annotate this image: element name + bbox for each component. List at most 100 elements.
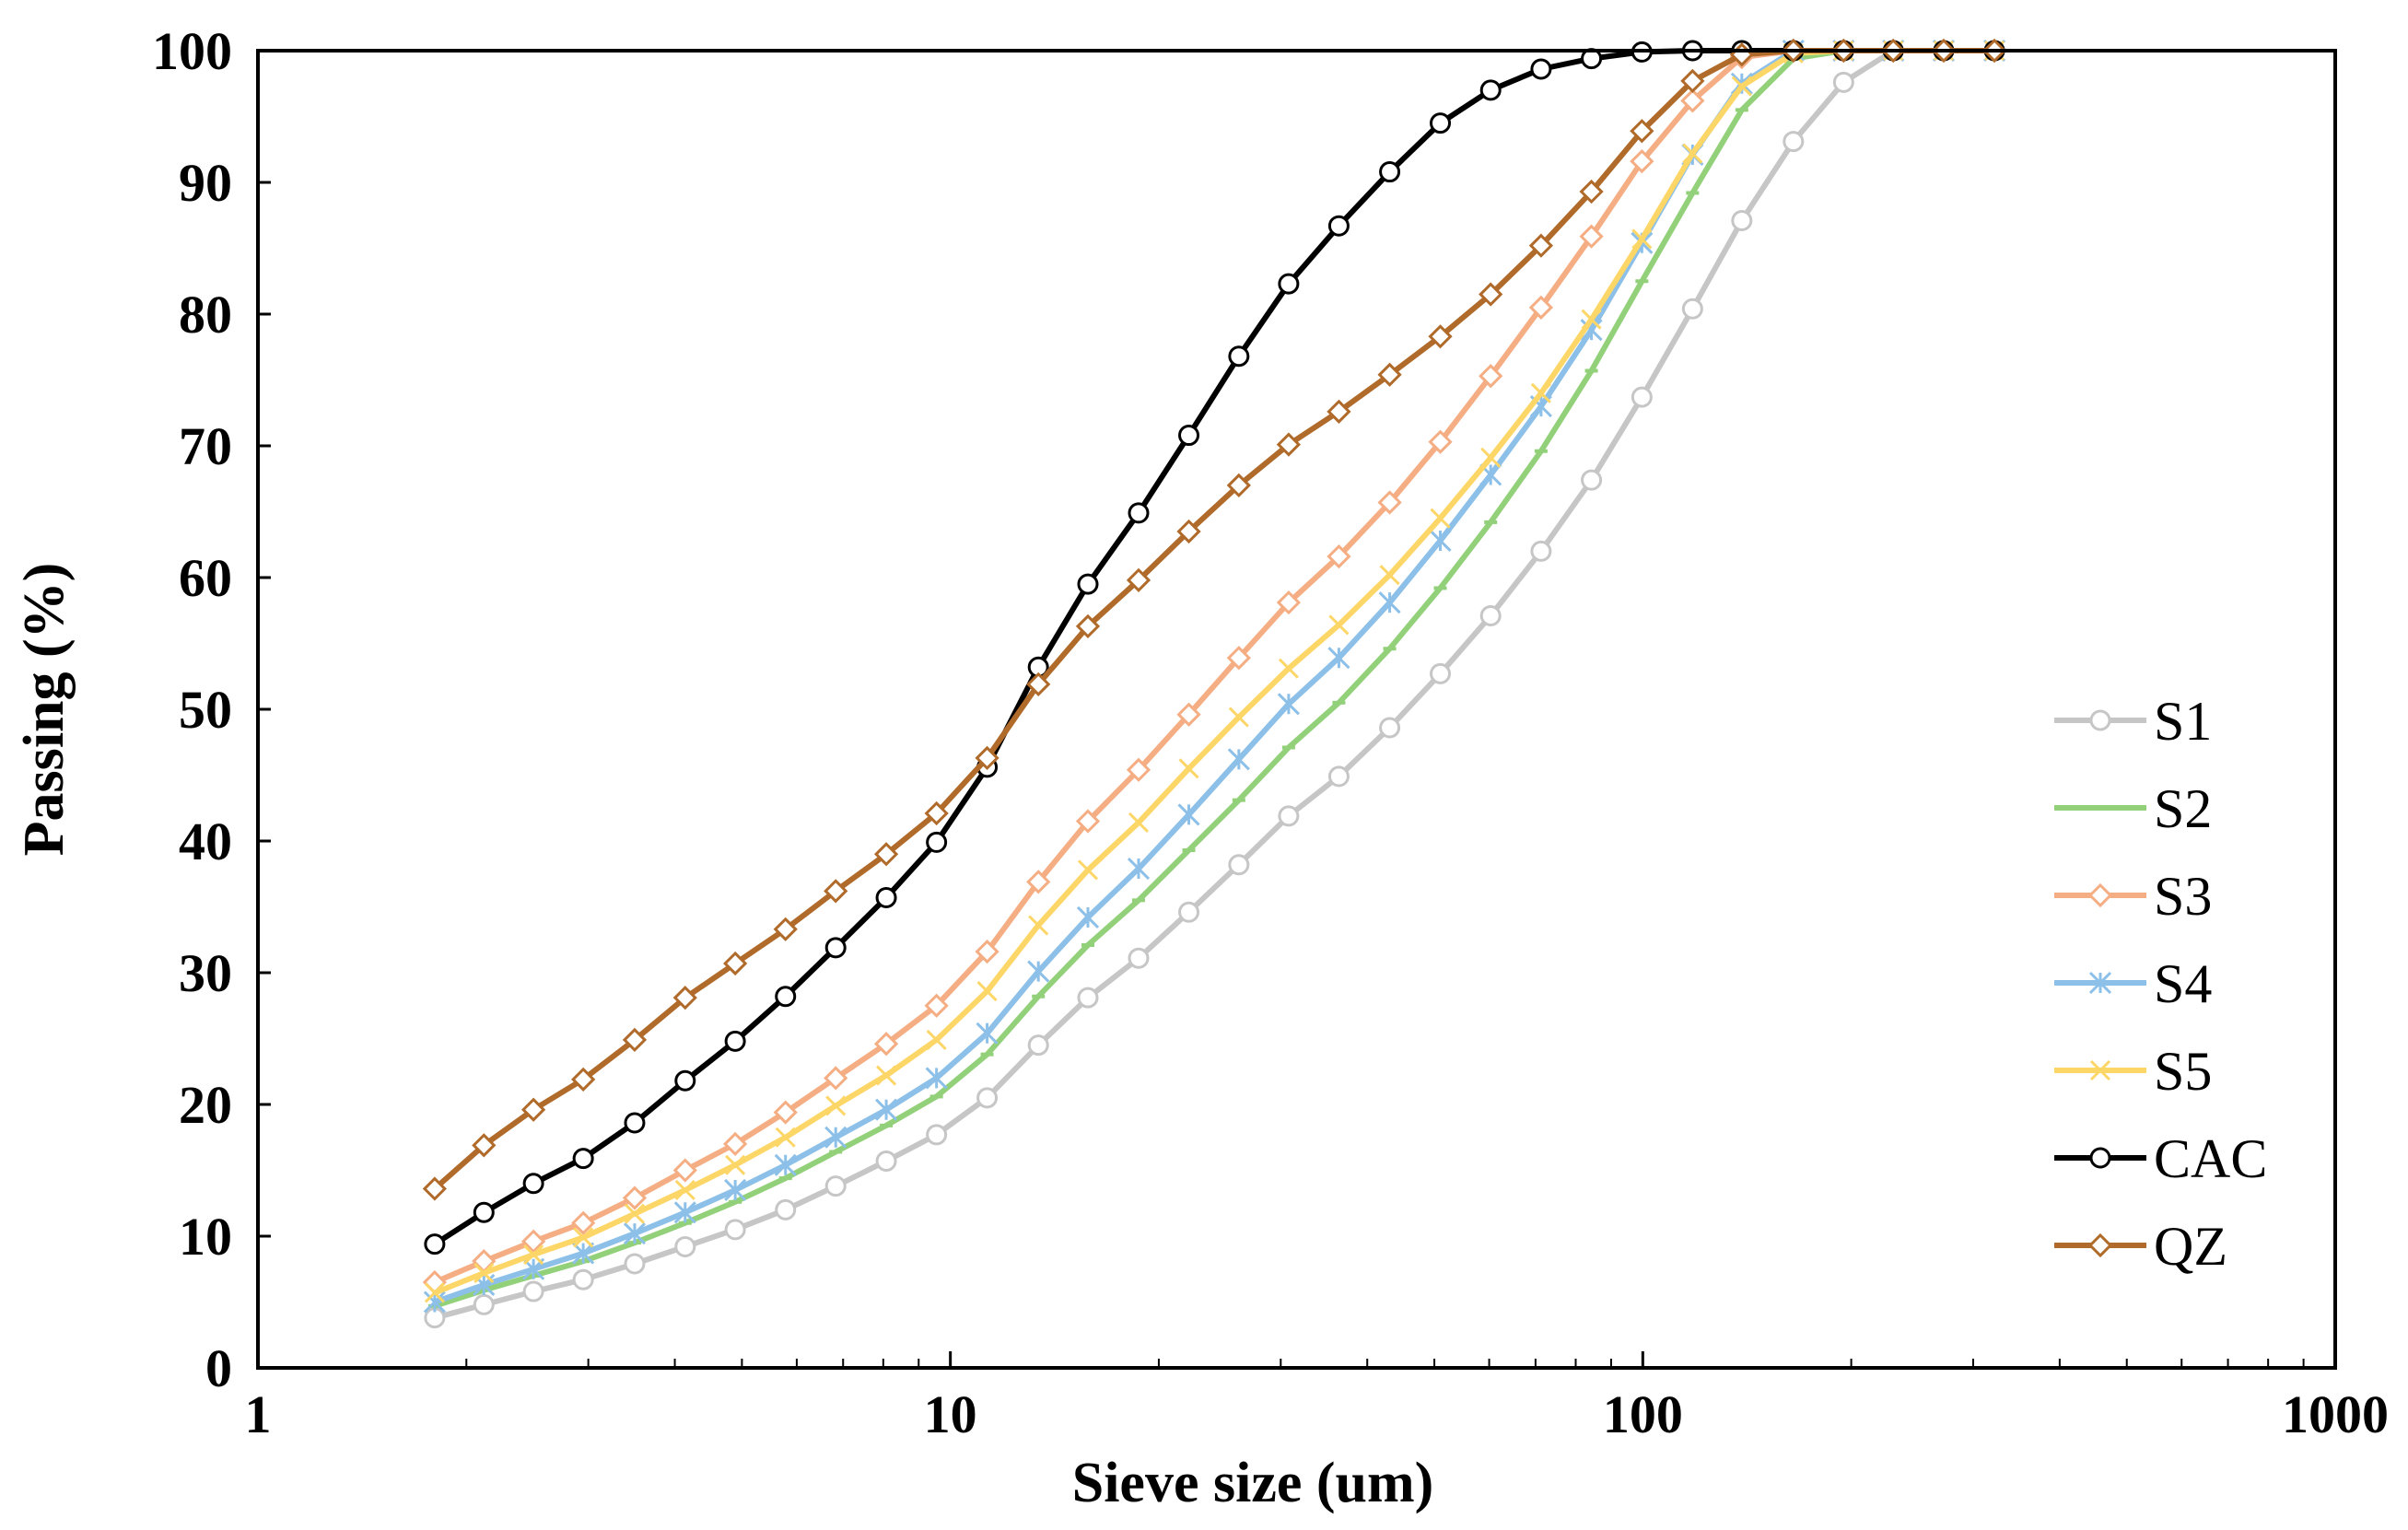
series-line-qz [432, 48, 1995, 1191]
data-point-s1 [1832, 71, 1854, 93]
data-point-s1 [473, 1293, 495, 1315]
data-point-s1 [976, 1087, 999, 1109]
x-tick-label: 1 [245, 1384, 272, 1444]
data-point-s5 [775, 1127, 796, 1148]
data-point-cac [926, 831, 948, 853]
data-point-s1 [1178, 901, 1200, 923]
data-point-qz [422, 1176, 448, 1201]
data-point-cac [1430, 112, 1452, 134]
legend-marker-s5 [2089, 1059, 2111, 1081]
data-point-s1 [1783, 131, 1805, 153]
data-point-s4 [1027, 960, 1050, 983]
data-point-s5 [1631, 228, 1653, 250]
data-point-s1 [1731, 209, 1753, 231]
data-point-qz [520, 1097, 546, 1122]
data-point-s1 [1430, 662, 1452, 684]
data-point-qz [1630, 119, 1654, 144]
y-tick-label: 100 [152, 21, 232, 81]
data-point-cac [1278, 273, 1300, 295]
data-point-s1 [624, 1253, 646, 1275]
data-point-qz [622, 1027, 648, 1053]
data-point-s4 [774, 1153, 797, 1176]
data-point-cac [624, 1112, 646, 1134]
data-point-s5 [1328, 614, 1350, 636]
data-point-s5 [1278, 658, 1299, 679]
data-point-s3 [1428, 429, 1453, 454]
data-point-s3 [622, 1185, 648, 1210]
data-point-s5 [1077, 859, 1099, 881]
data-point-s1 [875, 1150, 897, 1172]
data-point-s3 [1176, 702, 1201, 727]
data-point-cac [1530, 58, 1552, 80]
data-point-qz [1528, 233, 1554, 258]
data-point-s5 [1530, 382, 1551, 403]
data-point-s3 [1226, 646, 1251, 671]
y-axis: 0 10 20 30 40 50 60 70 80 90 100 [152, 21, 271, 1398]
data-point-cac [572, 1148, 594, 1170]
data-point-s5 [876, 1065, 897, 1086]
legend-label-s4: S4 [2154, 953, 2212, 1014]
legend-marker-qz [2087, 1232, 2113, 1258]
y-tick-label: 40 [179, 812, 232, 871]
x-axis-title: Sieve size (um) [1072, 1452, 1434, 1514]
data-point-qz [975, 745, 999, 771]
data-point-s1 [1530, 540, 1552, 562]
data-point-s5 [1128, 812, 1150, 834]
x-tick-label: 10 [924, 1384, 977, 1444]
data-point-s4 [1327, 647, 1350, 670]
data-point-s5 [523, 1244, 544, 1266]
data-point-s3 [1528, 295, 1554, 320]
data-point-s4 [976, 1022, 999, 1045]
data-point-cac [775, 986, 797, 1008]
data-point-cac [1379, 161, 1401, 183]
data-point-s3 [1327, 543, 1351, 569]
legend-marker-s1 [2089, 709, 2111, 731]
data-point-s1 [1479, 604, 1502, 626]
data-point-s3 [824, 1066, 848, 1091]
data-point-s3 [672, 1158, 697, 1183]
series-line-s5 [433, 48, 1995, 1296]
data-point-s1 [1077, 987, 1099, 1009]
data-point-s1 [1027, 1034, 1049, 1057]
data-point-cac [1327, 215, 1350, 237]
data-point-s3 [773, 1100, 798, 1125]
data-point-s5 [1731, 76, 1752, 97]
data-point-s3 [924, 993, 949, 1018]
data-point-s4 [1127, 857, 1151, 881]
data-point-s3 [1126, 757, 1151, 782]
data-point-s5 [424, 1282, 445, 1303]
data-point-cac [824, 937, 847, 959]
data-point-s1 [724, 1219, 746, 1241]
data-point-s4 [572, 1242, 595, 1265]
data-point-s1 [926, 1124, 948, 1146]
data-point-s1 [674, 1235, 696, 1257]
data-point-s5 [1379, 565, 1400, 586]
data-point-s4 [875, 1098, 898, 1121]
data-point-s4 [724, 1178, 747, 1202]
legend-item-s3: S3 [2054, 866, 2212, 927]
legend-item-s4: S4 [2054, 953, 2212, 1014]
data-point-cac [1228, 345, 1250, 368]
data-point-s5 [473, 1262, 495, 1284]
legend-item-s5: S5 [2054, 1041, 2212, 1102]
legend-label-s3: S3 [2154, 866, 2212, 927]
x-axis: 1 10 100 1000 [245, 1351, 2389, 1444]
data-point-s4 [1227, 748, 1250, 771]
data-point-qz [1075, 613, 1101, 639]
legend-item-s1: S1 [2054, 691, 2212, 752]
legend: S1 S2 S3 S4 S5 CAC QZ [2054, 691, 2267, 1277]
data-point-qz [873, 842, 899, 867]
data-point-qz [824, 879, 848, 904]
data-point-s5 [1178, 758, 1199, 779]
data-point-s5 [1028, 915, 1049, 936]
legend-label-cac: CAC [2154, 1128, 2267, 1189]
series-s5 [424, 40, 2005, 1303]
data-point-qz [1276, 432, 1302, 457]
data-point-s4 [1277, 693, 1300, 716]
legend-item-s2: S2 [2054, 778, 2212, 839]
data-point-cac [1077, 573, 1099, 595]
data-point-s5 [624, 1203, 646, 1224]
data-point-qz [672, 986, 697, 1010]
